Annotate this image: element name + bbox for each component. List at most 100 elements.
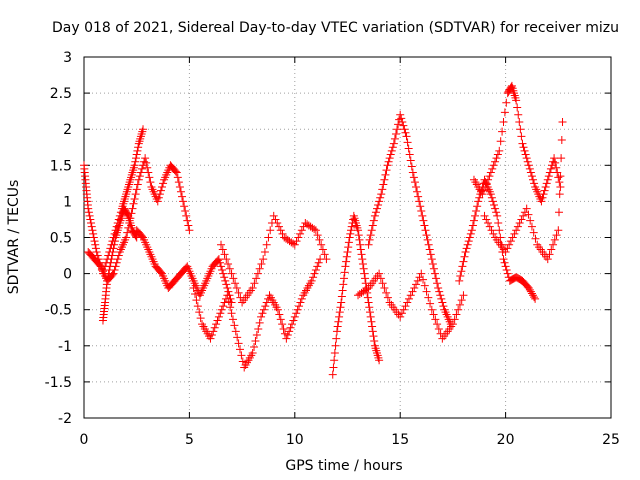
data-point — [495, 226, 504, 235]
chart-title: Day 018 of 2021, Sidereal Day-to-day VTE… — [52, 20, 619, 36]
data-point — [105, 262, 114, 271]
data-point — [143, 163, 152, 172]
y-tick-label: 1.5 — [50, 158, 72, 174]
data-point — [172, 168, 181, 177]
data-point — [217, 305, 226, 314]
data-point — [173, 173, 182, 182]
data-points — [80, 81, 567, 379]
data-point — [234, 339, 243, 348]
data-point — [282, 334, 291, 343]
data-point — [328, 370, 337, 379]
data-point — [135, 172, 144, 181]
data-point — [329, 363, 338, 372]
data-point — [478, 190, 487, 199]
data-point — [367, 317, 376, 326]
data-point — [508, 233, 517, 242]
data-point — [86, 215, 95, 224]
data-point — [468, 221, 477, 230]
data-point — [354, 231, 363, 240]
data-point — [254, 324, 263, 333]
data-point — [370, 211, 379, 220]
x-tick-label: 20 — [497, 432, 515, 448]
data-point — [295, 302, 304, 311]
data-point — [274, 222, 283, 231]
data-point — [223, 291, 232, 300]
data-point — [427, 255, 436, 264]
data-point — [224, 259, 233, 268]
data-point — [315, 235, 324, 244]
data-point — [413, 187, 422, 196]
data-point — [473, 202, 482, 211]
data-point — [403, 298, 412, 307]
data-point — [518, 139, 527, 148]
data-point — [146, 178, 155, 187]
data-point — [248, 284, 257, 293]
data-point — [507, 83, 516, 92]
data-point — [403, 138, 412, 147]
data-point — [252, 274, 261, 283]
data-point — [314, 258, 323, 267]
data-point — [519, 211, 528, 220]
data-point — [358, 255, 367, 264]
data-point — [179, 197, 188, 206]
data-point — [438, 298, 447, 307]
data-point — [464, 237, 473, 246]
data-point — [229, 274, 238, 283]
data-point — [513, 222, 522, 231]
data-point — [526, 216, 535, 225]
data-point — [227, 309, 236, 318]
data-point — [136, 168, 145, 177]
data-point — [466, 229, 475, 238]
data-point — [462, 244, 471, 253]
data-point — [433, 320, 442, 329]
data-point — [273, 305, 282, 314]
data-point — [502, 265, 511, 274]
data-point — [290, 240, 299, 249]
data-point — [262, 240, 271, 249]
data-point — [258, 309, 267, 318]
data-point — [234, 288, 243, 297]
data-point — [133, 180, 142, 189]
data-point — [130, 194, 139, 203]
data-point — [499, 255, 508, 264]
data-point — [545, 168, 554, 177]
data-point — [137, 164, 146, 173]
data-point — [276, 226, 285, 235]
data-point — [210, 323, 219, 332]
data-point — [432, 274, 441, 283]
data-point — [109, 244, 118, 253]
data-point — [129, 199, 138, 208]
series-trace-6 — [217, 211, 331, 307]
data-point — [196, 314, 205, 323]
data-point — [375, 197, 384, 206]
data-point — [380, 175, 389, 184]
data-point — [452, 310, 461, 319]
data-point — [365, 235, 374, 244]
data-point — [296, 229, 305, 238]
data-point — [212, 320, 221, 329]
data-point — [499, 117, 508, 126]
data-point — [311, 226, 320, 235]
data-point — [555, 178, 564, 187]
data-point — [412, 280, 421, 289]
data-point — [347, 222, 356, 231]
data-point — [206, 334, 215, 343]
data-point — [419, 275, 428, 284]
data-point — [417, 207, 426, 216]
data-point — [380, 284, 389, 293]
data-point — [191, 290, 200, 299]
data-point — [381, 170, 390, 179]
data-point — [366, 231, 375, 240]
data-point — [551, 158, 560, 167]
data-point — [313, 231, 322, 240]
data-point — [387, 146, 396, 155]
data-point — [481, 182, 490, 191]
series-trace-11 — [469, 81, 565, 206]
data-point — [467, 226, 476, 235]
data-point — [547, 245, 556, 254]
data-point — [133, 146, 142, 155]
data-point — [103, 273, 112, 282]
data-point — [493, 150, 502, 159]
data-point — [465, 233, 474, 242]
data-point — [412, 182, 421, 191]
